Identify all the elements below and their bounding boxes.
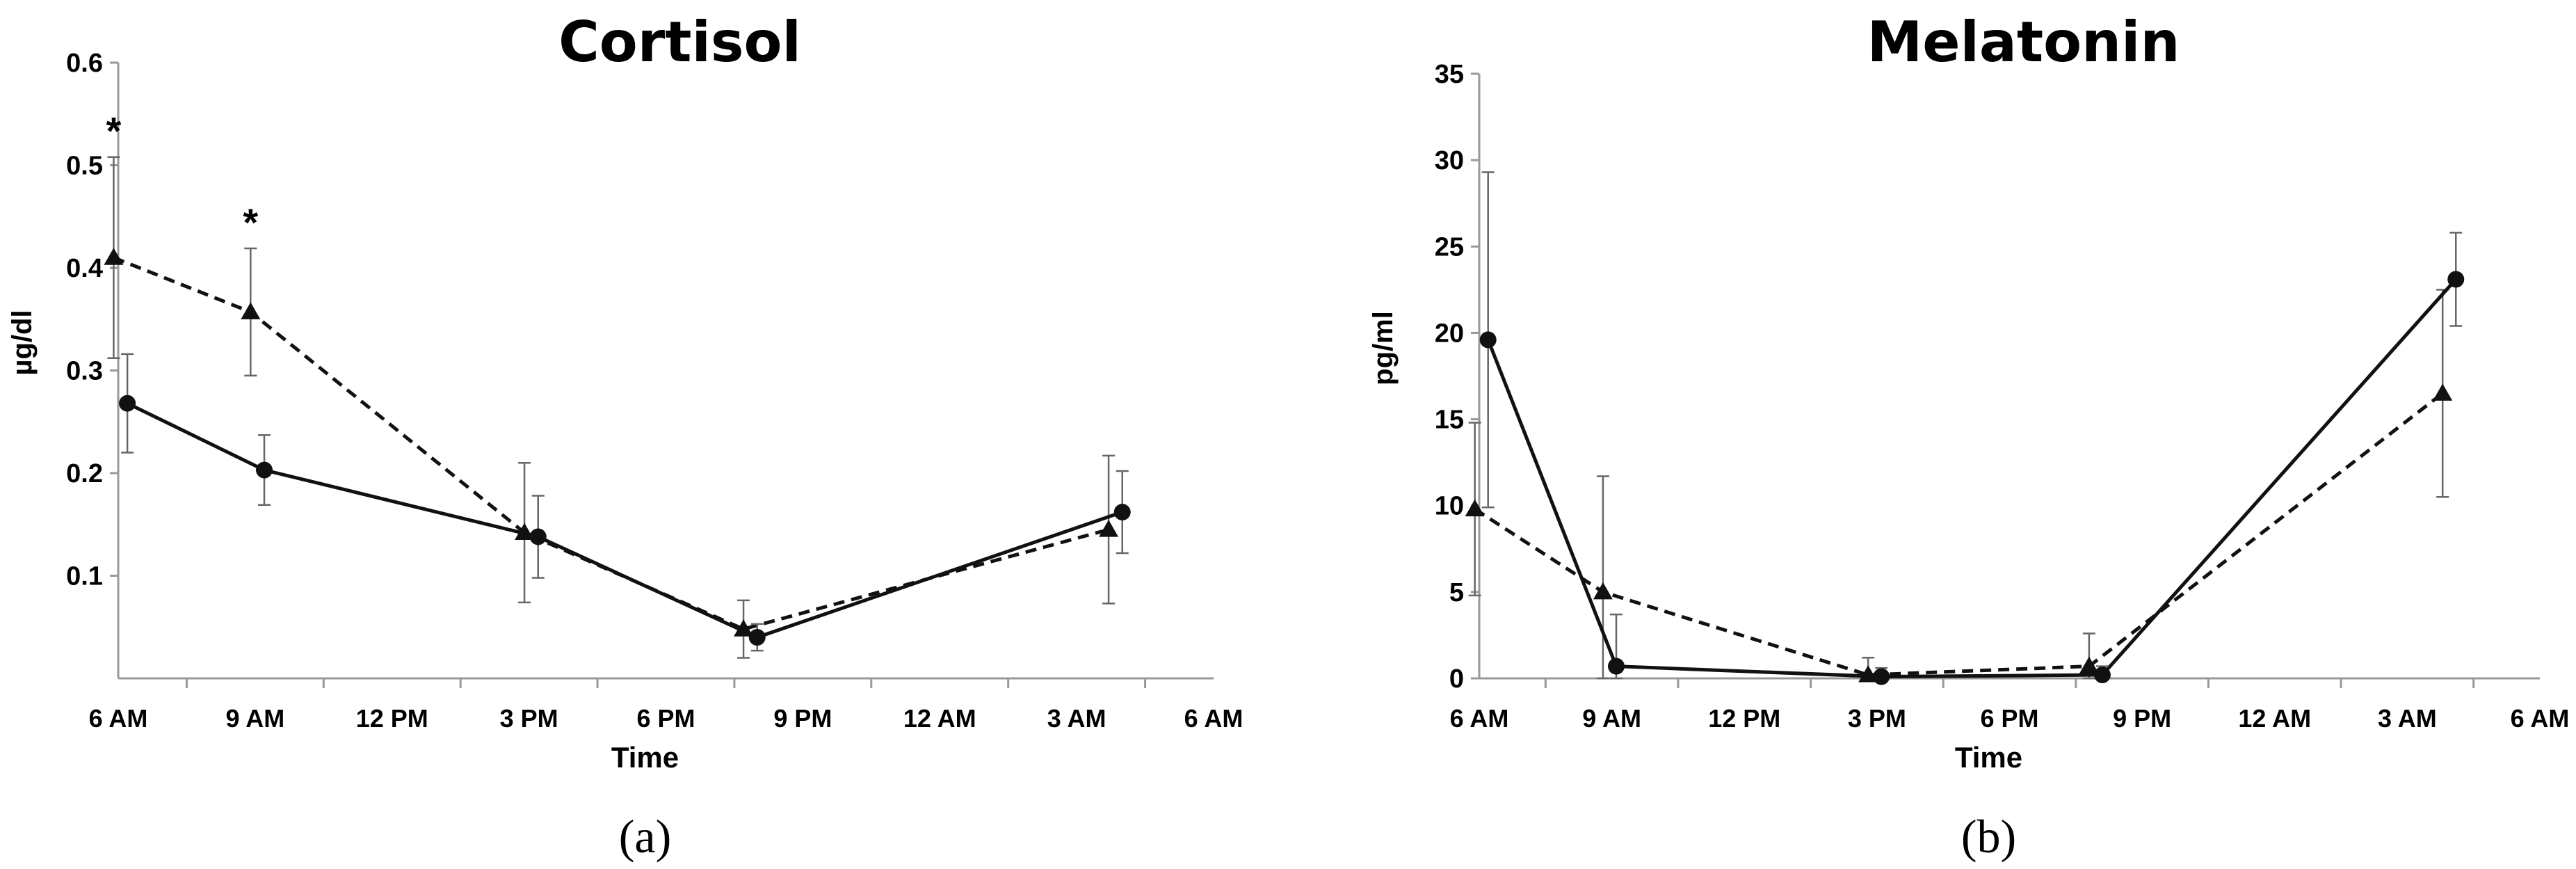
cortisol-chart-panel: Cortisol 0.1 0.2 0.3 0.4 0.5 0.6 6 AM 9 AM 12 PM 3… [7,10,1243,863]
x-tick-label: 6 AM [89,704,148,733]
x-tick-label: 6 PM [1980,704,2038,733]
data-point-circle [748,629,766,646]
x-tick-label: 12 AM [903,704,976,733]
data-point-circle [2447,271,2465,288]
y-tick-label: 0.2 [66,459,103,488]
data-point-circle [1113,504,1131,521]
x-axis-label: Time [611,741,679,774]
y-tick-label: 5 [1449,578,1464,607]
melatonin-chart-panel: Melatonin 0 5 10 15 20 25 30 35 6 AM 9 AM 12 PM 3 PM… [1288,0,2576,869]
series-line [1474,392,2444,677]
series-line [127,401,1123,639]
y-axis-label: µg/dl [7,310,38,375]
x-tick-label: 6 AM [1184,704,1243,733]
data-point-circle [2093,667,2111,684]
x-tick-label: 6 PM [636,704,695,733]
x-tick-label: 6 AM [1450,704,1509,733]
x-tick-label: 9 PM [2113,704,2171,733]
x-axis-label: Time [1955,741,2022,774]
data-point-triangle [1465,499,1485,517]
significance-marker: * [106,109,122,153]
series-line [113,255,1109,631]
panel-caption: (a) [619,810,671,863]
y-tick-label: 35 [1435,60,1464,89]
data-point-circle [256,461,273,479]
x-tick-label: 12 PM [356,704,428,733]
data-point-triangle [241,302,261,319]
melatonin-chart: Melatonin 0 5 10 15 20 25 30 35 6 AM 9 AM 12 PM 3 PM… [1368,10,2570,863]
significance-marker: * [243,200,258,244]
y-tick-label: 10 [1435,492,1464,521]
data-point-triangle [2433,383,2453,401]
x-tick-label: 3 AM [2378,704,2437,733]
cortisol-chart: Cortisol 0.1 0.2 0.3 0.4 0.5 0.6 6 AM 9 AM 12 PM 3… [7,10,1243,863]
data-point-circle [1873,668,1890,685]
data-point-circle [1479,331,1497,349]
data-point-circle [119,394,136,412]
y-tick-label: 0.1 [66,562,103,591]
x-tick-label: 9 AM [1582,704,1641,733]
y-axis-label: pg/ml [1368,311,1399,385]
y-tick-label: 30 [1435,146,1464,175]
x-tick-label: 3 PM [500,704,558,733]
chart-title: Cortisol [558,10,801,74]
data-point-circle [529,528,547,545]
data-point-circle [1607,657,1625,675]
data-point-triangle [2079,656,2099,674]
x-tick-label: 3 AM [1047,704,1106,733]
panel-caption: (b) [1961,810,2016,863]
data-point-triangle [104,248,124,265]
x-tick-label: 9 AM [226,704,285,733]
data-point-triangle [1099,520,1119,537]
chart-title: Melatonin [1867,10,2180,74]
data-point-triangle [1593,582,1613,600]
series-dashed-triangle: ** [104,109,1119,659]
x-tick-label: 9 PM [773,704,832,733]
y-tick-label: 25 [1435,232,1464,262]
y-tick-label: 15 [1435,406,1464,435]
y-tick-label: 0.3 [66,357,103,386]
y-tick-label: 0 [1449,664,1464,694]
x-tick-label: 12 AM [2238,704,2311,733]
series-dashed-triangle [1465,289,2453,683]
y-tick-label: 0.5 [66,152,103,181]
series-solid-circle [119,353,1131,652]
x-tick-label: 3 PM [1848,704,1906,733]
x-tick-label: 6 AM [2511,704,2570,733]
y-tick-label: 0.4 [66,254,103,283]
y-tick-label: 20 [1435,319,1464,348]
y-tick-label: 0.6 [66,49,103,78]
x-tick-label: 12 PM [1708,704,1780,733]
series-line [1486,278,2458,679]
series-solid-circle [1479,171,2465,685]
